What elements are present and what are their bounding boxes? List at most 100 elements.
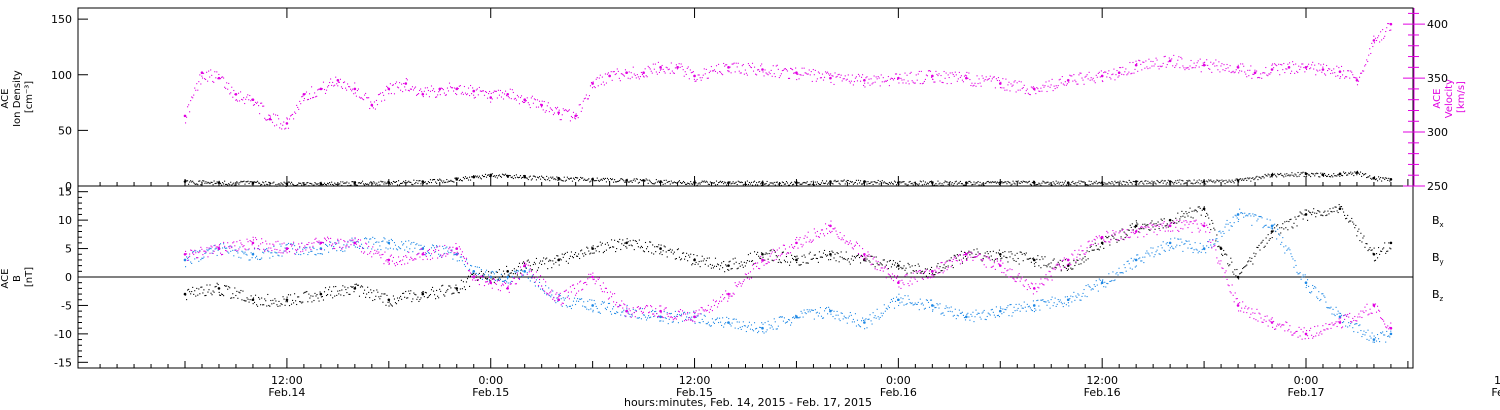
density-sample bbox=[922, 180, 924, 182]
density-sample bbox=[598, 180, 600, 182]
velocity-sample bbox=[260, 102, 262, 104]
density-sample bbox=[1334, 175, 1336, 177]
bx-sample bbox=[405, 290, 407, 293]
density-sample bbox=[257, 180, 259, 182]
bx-sample bbox=[991, 259, 993, 261]
velocity-sample bbox=[1373, 35, 1375, 37]
density-sample bbox=[1380, 176, 1382, 179]
by-sample bbox=[738, 321, 740, 323]
bx-sample bbox=[788, 264, 791, 266]
by-sample bbox=[824, 308, 827, 310]
density-sample bbox=[1147, 180, 1149, 182]
velocity-sample bbox=[404, 86, 406, 88]
density-sample bbox=[251, 183, 253, 185]
velocity-sample bbox=[1245, 73, 1247, 75]
density-sample bbox=[658, 181, 660, 184]
legend-bz-base: B bbox=[1432, 288, 1440, 301]
density-sample bbox=[306, 182, 308, 184]
velocity-sample bbox=[922, 82, 924, 84]
velocity-sample bbox=[901, 79, 903, 81]
bx-sample bbox=[763, 259, 765, 261]
density-sample bbox=[713, 182, 716, 184]
bx-sample bbox=[1063, 266, 1065, 268]
bx-sample bbox=[961, 262, 963, 264]
velocity-sample bbox=[1218, 61, 1220, 63]
bx-sample bbox=[432, 290, 435, 292]
by-sample bbox=[761, 322, 763, 324]
bx-sample bbox=[694, 258, 696, 260]
by-sample bbox=[351, 237, 353, 239]
by-sample bbox=[737, 328, 739, 330]
density-sample bbox=[286, 181, 288, 183]
density-sample bbox=[599, 179, 601, 181]
velocity-sample bbox=[544, 111, 546, 113]
bx-point bbox=[998, 252, 1002, 256]
density-sample bbox=[451, 180, 453, 182]
by-sample bbox=[548, 287, 550, 289]
velocity-sample bbox=[1162, 62, 1164, 64]
bx-sample bbox=[828, 259, 830, 261]
density-sample bbox=[1246, 179, 1248, 181]
bx-sample bbox=[1058, 263, 1060, 265]
by-sample bbox=[736, 321, 738, 323]
velocity-sample bbox=[1305, 67, 1307, 69]
density-sample bbox=[1186, 180, 1188, 182]
velocity-axis-title: ACE Velocity [km/s] bbox=[1432, 76, 1467, 118]
velocity-sample bbox=[422, 96, 424, 98]
bx-sample bbox=[558, 258, 560, 260]
density-sample bbox=[1011, 183, 1013, 185]
density-sample bbox=[1338, 174, 1340, 176]
by-sample bbox=[1009, 304, 1011, 306]
by-sample bbox=[304, 247, 306, 249]
velocity-sample bbox=[593, 86, 595, 88]
velocity-sample bbox=[305, 91, 308, 93]
velocity-sample bbox=[528, 104, 530, 106]
velocity-sample bbox=[1349, 77, 1351, 79]
velocity-sample bbox=[905, 82, 907, 84]
density-sample bbox=[1153, 181, 1155, 183]
bx-sample bbox=[393, 298, 396, 300]
velocity-sample bbox=[1236, 66, 1238, 68]
by-sample bbox=[911, 302, 913, 304]
velocity-sample bbox=[1331, 69, 1333, 72]
bx-sample bbox=[1333, 210, 1335, 213]
bx-sample bbox=[574, 252, 577, 254]
b-tick-label-1: -10 bbox=[54, 328, 72, 341]
bx-sample bbox=[818, 251, 820, 253]
by-sample bbox=[677, 322, 680, 324]
velocity-sample bbox=[772, 65, 774, 67]
bx-sample bbox=[317, 297, 319, 299]
velocity-point bbox=[489, 96, 493, 99]
by-point bbox=[1389, 332, 1393, 336]
density-sample bbox=[1329, 175, 1331, 178]
density-sample bbox=[640, 180, 642, 182]
bx-sample bbox=[1036, 258, 1038, 260]
by-sample bbox=[325, 244, 328, 246]
bx-sample bbox=[418, 300, 420, 303]
velocity-sample bbox=[326, 86, 329, 88]
velocity-sample bbox=[1373, 42, 1376, 44]
velocity-sample bbox=[218, 77, 221, 80]
velocity-sample bbox=[1015, 91, 1017, 93]
bx-sample bbox=[462, 281, 464, 283]
bx-sample bbox=[944, 267, 946, 269]
by-sample bbox=[841, 312, 843, 315]
by-sample bbox=[500, 273, 503, 275]
bx-sample bbox=[1061, 260, 1063, 262]
by-sample bbox=[312, 247, 314, 249]
by-sample bbox=[868, 318, 870, 320]
velocity-sample bbox=[639, 75, 641, 78]
by-point bbox=[591, 304, 594, 307]
by-sample bbox=[259, 258, 261, 261]
velocity-sample bbox=[439, 94, 441, 96]
bx-sample bbox=[1375, 253, 1378, 255]
density-sample bbox=[515, 174, 517, 176]
density-sample bbox=[1262, 175, 1264, 178]
bx-sample bbox=[1252, 263, 1254, 265]
bx-sample bbox=[532, 263, 534, 266]
velocity-sample bbox=[261, 102, 263, 104]
by-sample bbox=[622, 311, 624, 313]
density-sample bbox=[849, 180, 851, 182]
density-sample bbox=[764, 183, 766, 185]
velocity-sample bbox=[1284, 72, 1286, 74]
